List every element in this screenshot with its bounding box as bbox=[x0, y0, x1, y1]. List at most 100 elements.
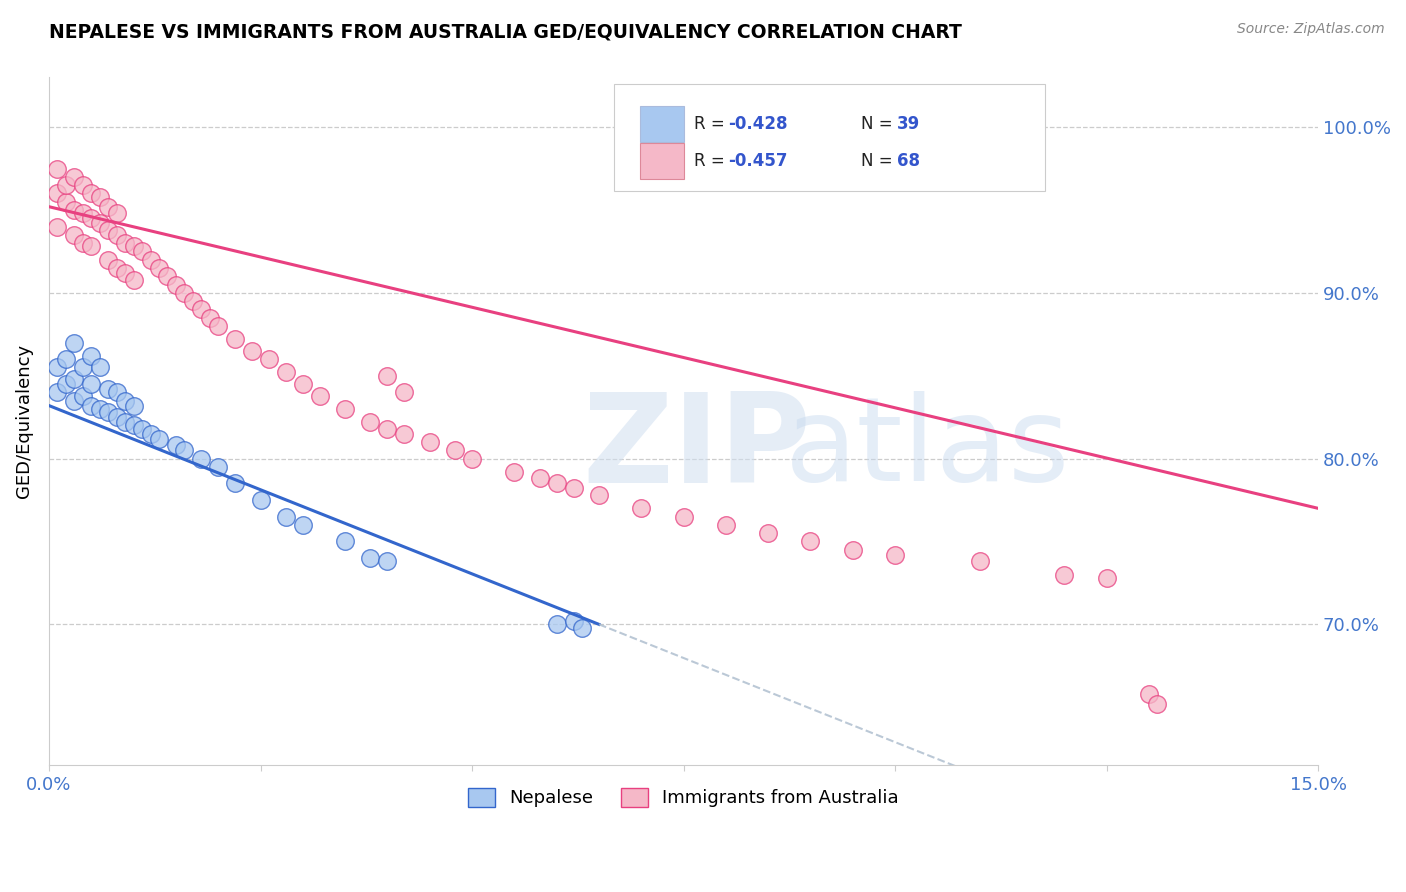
Point bbox=[63, 372, 86, 386]
Text: N =: N = bbox=[862, 152, 898, 169]
Text: atlas: atlas bbox=[785, 392, 1070, 507]
Point bbox=[360, 415, 382, 429]
Point bbox=[105, 206, 128, 220]
Point bbox=[165, 438, 187, 452]
Text: R =: R = bbox=[693, 152, 730, 169]
Point bbox=[274, 366, 297, 380]
Point bbox=[139, 426, 162, 441]
Point bbox=[562, 482, 585, 496]
Point bbox=[308, 389, 330, 403]
FancyBboxPatch shape bbox=[640, 106, 683, 142]
Point bbox=[89, 216, 111, 230]
Point bbox=[291, 377, 314, 392]
Point bbox=[114, 393, 136, 408]
Point bbox=[80, 399, 103, 413]
Point bbox=[72, 206, 94, 220]
Text: 68: 68 bbox=[897, 152, 920, 169]
Point bbox=[122, 418, 145, 433]
Point bbox=[198, 310, 221, 325]
Text: Source: ZipAtlas.com: Source: ZipAtlas.com bbox=[1237, 22, 1385, 37]
Point bbox=[72, 178, 94, 193]
Point bbox=[249, 493, 271, 508]
Point bbox=[80, 186, 103, 201]
Point bbox=[131, 422, 153, 436]
Point bbox=[139, 252, 162, 267]
Point bbox=[1146, 697, 1168, 711]
Point bbox=[394, 426, 416, 441]
Text: -0.457: -0.457 bbox=[728, 152, 787, 169]
Point bbox=[89, 190, 111, 204]
Point bbox=[80, 239, 103, 253]
Point bbox=[562, 614, 585, 628]
Point bbox=[105, 227, 128, 242]
Point bbox=[131, 244, 153, 259]
Point bbox=[207, 459, 229, 474]
Point bbox=[72, 389, 94, 403]
Point bbox=[672, 509, 695, 524]
Point bbox=[80, 377, 103, 392]
Point bbox=[46, 385, 69, 400]
Point bbox=[63, 227, 86, 242]
Point bbox=[630, 501, 652, 516]
Text: NEPALESE VS IMMIGRANTS FROM AUSTRALIA GED/EQUIVALENCY CORRELATION CHART: NEPALESE VS IMMIGRANTS FROM AUSTRALIA GE… bbox=[49, 22, 962, 41]
Point bbox=[257, 352, 280, 367]
Point bbox=[224, 332, 246, 346]
Point bbox=[63, 393, 86, 408]
Point bbox=[181, 294, 204, 309]
Point bbox=[756, 526, 779, 541]
Point bbox=[377, 422, 399, 436]
Point bbox=[55, 377, 77, 392]
Point bbox=[333, 401, 356, 416]
Point bbox=[274, 509, 297, 524]
Point bbox=[89, 360, 111, 375]
Point bbox=[46, 186, 69, 201]
Point bbox=[105, 410, 128, 425]
Point bbox=[114, 266, 136, 280]
Point bbox=[148, 260, 170, 275]
Point bbox=[80, 349, 103, 363]
Point bbox=[503, 465, 526, 479]
Point bbox=[240, 343, 263, 358]
Point bbox=[97, 252, 120, 267]
FancyBboxPatch shape bbox=[640, 143, 683, 178]
Point bbox=[546, 617, 568, 632]
Point bbox=[72, 236, 94, 251]
Point bbox=[114, 415, 136, 429]
Point bbox=[461, 451, 484, 466]
Text: 39: 39 bbox=[897, 115, 920, 133]
Point bbox=[969, 554, 991, 568]
Point bbox=[80, 211, 103, 226]
Point bbox=[588, 488, 610, 502]
Point bbox=[1053, 567, 1076, 582]
Point bbox=[207, 319, 229, 334]
Point bbox=[1137, 687, 1160, 701]
Point bbox=[114, 236, 136, 251]
Point bbox=[122, 272, 145, 286]
Point bbox=[444, 443, 467, 458]
Point bbox=[377, 368, 399, 383]
FancyBboxPatch shape bbox=[614, 85, 1045, 191]
Point bbox=[1095, 571, 1118, 585]
Point bbox=[63, 335, 86, 350]
Text: ZIP: ZIP bbox=[582, 388, 811, 509]
Point bbox=[89, 401, 111, 416]
Point bbox=[97, 200, 120, 214]
Point bbox=[46, 219, 69, 234]
Point bbox=[122, 239, 145, 253]
Point bbox=[173, 285, 195, 300]
Point bbox=[46, 360, 69, 375]
Point bbox=[333, 534, 356, 549]
Point bbox=[190, 451, 212, 466]
Point bbox=[148, 432, 170, 446]
Point bbox=[360, 551, 382, 566]
Point bbox=[97, 405, 120, 419]
Point bbox=[105, 260, 128, 275]
Text: -0.428: -0.428 bbox=[728, 115, 787, 133]
Point bbox=[165, 277, 187, 292]
Point bbox=[55, 178, 77, 193]
Legend: Nepalese, Immigrants from Australia: Nepalese, Immigrants from Australia bbox=[461, 780, 905, 814]
Point bbox=[377, 554, 399, 568]
Point bbox=[97, 223, 120, 237]
Point bbox=[546, 476, 568, 491]
Point bbox=[72, 360, 94, 375]
